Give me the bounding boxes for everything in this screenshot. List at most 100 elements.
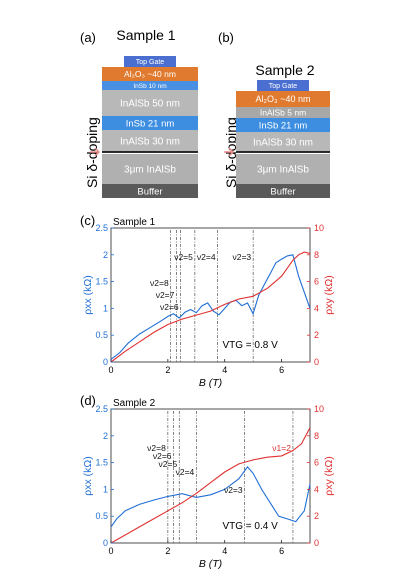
filling-factor-label: ν2=6 [160,302,179,312]
y-left-tick-label: 0 [103,357,108,367]
layer-label-0: Top Gate [136,59,165,66]
plot-frame [110,408,311,544]
layer-label-3: InSb 21 nm [259,120,308,131]
layer-5 [102,130,198,152]
filling-factor-label: ν2=7 [156,290,175,300]
layer-label-1: Al₂O₃ ~40 nm [256,94,311,104]
layer-2 [102,81,198,90]
filling-factor-label: ν2=8 [147,443,166,453]
y-left-tick-label: 1.5 [95,458,108,468]
layer-label-4: InSb 21 nm [126,118,175,129]
y-left-tick-label: 2 [103,431,108,441]
layer-label-4: InAlSb 30 nm [253,138,313,149]
y-left-tick-label: 0.5 [95,511,108,521]
layer-0 [124,56,176,67]
x-tick-label: 0 [108,546,113,556]
layer-3 [236,118,330,132]
y-right-tick-label: 6 [314,277,319,287]
x-tick-label: 4 [222,365,227,375]
delta-doping-arrow [90,147,101,157]
y-right-tick-label: 6 [314,458,319,468]
gate-voltage-annotation: VTG = 0.8 V [222,340,278,351]
y-right-tick-label: 2 [314,511,319,521]
x-tick-label: 2 [165,365,170,375]
y-left-axis-label: ρxx (kΩ) [82,275,94,314]
layer-1 [102,67,198,81]
y-right-tick-label: 8 [314,431,319,441]
rho-xx-curve [110,466,311,528]
layer-label-6: 3μm InAlSb [124,165,176,176]
x-tick-label: 4 [222,546,227,556]
x-axis-label: B (T) [199,377,222,389]
layer-label-2: InSb 10 nm [133,83,166,90]
y-right-tick-label: 0 [314,538,319,548]
y-left-tick-label: 0.5 [95,330,108,340]
filling-factor-label: ν2=5 [159,459,178,469]
x-tick-label: 6 [279,365,284,375]
y-left-tick-label: 1 [103,303,108,313]
layer-7 [102,184,198,198]
y-left-tick-label: 1.5 [95,277,108,287]
rho-xx-curve [110,254,311,360]
y-right-axis-label: ρxy (kΩ) [323,456,335,495]
layer-label-5: 3μm InAlSb [257,165,309,176]
x-tick-label: 0 [108,365,113,375]
layer-2 [236,107,330,118]
filling-factor-label: ν1=2 [272,443,291,453]
filling-factor-label: ν2=4 [176,467,195,477]
x-axis-label: B (T) [199,558,222,570]
layer-label-5: InAlSb 30 nm [120,137,180,148]
gate-voltage-annotation: VTG = 0.4 V [222,521,278,532]
x-tick-label: 2 [165,546,170,556]
filling-factor-label: ν2=6 [153,451,172,461]
layer-3 [102,90,198,116]
layer-label-2: InAlSb 5 nm [260,108,306,118]
y-left-tick-label: 2.5 [95,223,108,233]
y-right-tick-label: 0 [314,357,319,367]
chart-sample2: 0 2 4 6 0 0.5 1 1.5 2 2.5 0 2 4 6 8 10 Sample 2 B (T) ρxx … [82,398,335,570]
y-right-tick-label: 4 [314,484,319,494]
plot-frame [110,227,311,363]
panel-label-a: (a) [80,30,96,45]
layer-1 [236,91,330,107]
sample2-title: Sample 2 [255,62,314,78]
y-right-tick-label: 2 [314,330,319,340]
layer-label-7: Buffer [137,186,162,197]
layer-6 [102,154,198,184]
layer-6 [236,184,330,198]
delta-doping-arrow [224,147,235,157]
y-left-tick-label: 2.5 [95,404,108,414]
rho-xy-curve [110,427,311,544]
chart-title: Sample 1 [113,217,156,228]
y-left-tick-label: 0 [103,538,108,548]
panel-label-c: (c) [80,213,95,228]
filling-factor-label: ν2=3 [232,252,251,262]
rho-xy-curve [110,251,311,363]
x-tick-label: 6 [279,546,284,556]
layer-0 [257,80,309,91]
y-right-tick-label: 10 [314,223,324,233]
layer-label-6: Buffer [270,186,295,197]
filling-factor-label: ν2=5 [174,252,193,262]
filling-factor-label: ν2=4 [197,252,216,262]
layer-4 [236,132,330,152]
layer-label-0: Top Gate [269,83,298,90]
panel-label-d: (d) [80,393,96,408]
panel-label-b: (b) [218,30,234,45]
y-right-tick-label: 8 [314,250,319,260]
sample1-title: Sample 1 [116,27,175,43]
filling-factor-label: ν2=8 [150,278,169,288]
layer-5 [236,154,330,184]
chart-title: Sample 2 [113,398,156,409]
chart-sample1: 0 2 4 6 0 0.5 1 1.5 2 2.5 0 2 4 6 8 10 Sample 1 B (T) ρxx … [82,217,335,389]
y-left-tick-label: 1 [103,484,108,494]
sample1-layer-stack: Top Gate Al₂O₃ ~40 nm InSb 10 nm InAlSb 50 … [90,56,198,198]
sample2-layer-stack: Top Gate Al₂O₃ ~40 nm InAlSb 5 nm InSb 21 n… [224,80,330,198]
y-left-axis-label: ρxx (kΩ) [82,456,94,495]
layer-4 [102,116,198,130]
y-right-tick-label: 4 [314,303,319,313]
y-left-tick-label: 2 [103,250,108,260]
y-right-tick-label: 10 [314,404,324,414]
y-right-axis-label: ρxy (kΩ) [323,275,335,314]
